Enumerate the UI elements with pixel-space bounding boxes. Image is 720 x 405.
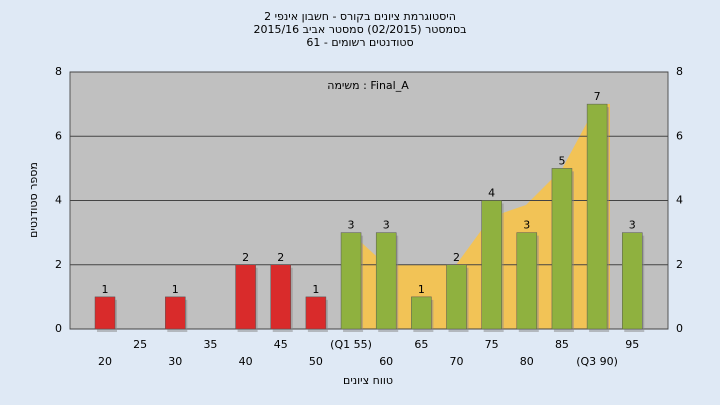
bar	[375, 232, 397, 330]
x-tick-label: (Q1 55)	[330, 338, 372, 351]
x-tick-label: 50	[309, 355, 323, 368]
y-tick-label: 0	[55, 322, 62, 335]
bar	[165, 296, 186, 330]
x-tick-label: 35	[203, 338, 217, 351]
bar	[481, 200, 502, 330]
x-tick-label: 20	[98, 355, 112, 368]
bar	[586, 103, 608, 330]
y-tick-label: 2	[55, 258, 62, 271]
data-label: 3	[383, 219, 390, 232]
bar	[270, 264, 291, 330]
data-label: 1	[312, 283, 319, 296]
data-label: 3	[523, 219, 530, 232]
data-label: 2	[453, 251, 460, 264]
bar	[622, 232, 643, 330]
x-tick-label: 75	[485, 338, 499, 351]
title-line: סטודנטים רשומים - 61	[306, 36, 413, 49]
y-tick-label: 6	[55, 129, 62, 142]
bar	[446, 264, 467, 330]
x-tick-label: 70	[450, 355, 464, 368]
data-label: 1	[418, 283, 425, 296]
x-axis-label: טווח ציונים	[343, 374, 393, 387]
y2-tick-label: 0	[676, 322, 683, 335]
bar	[411, 296, 432, 330]
x-tick-label: (Q3 90)	[576, 355, 618, 368]
data-label: 2	[242, 251, 249, 264]
x-tick-label: 30	[168, 355, 182, 368]
y-axis-label: מספר סטודנטים	[27, 162, 40, 238]
x-tick-label: 45	[274, 338, 288, 351]
bar	[340, 232, 362, 330]
data-label: 1	[102, 283, 109, 296]
distribution-area	[351, 104, 610, 329]
x-tick-label: 80	[520, 355, 534, 368]
data-label: 4	[488, 187, 495, 200]
x-tick-label: 60	[379, 355, 393, 368]
data-label: 3	[629, 219, 636, 232]
data-label: 2	[277, 251, 284, 264]
data-label: 3	[348, 219, 355, 232]
x-tick-label: 85	[555, 338, 569, 351]
data-label: 7	[594, 90, 601, 103]
x-tick-label: 95	[625, 338, 639, 351]
y2-tick-label: 4	[676, 194, 683, 207]
x-tick-label: 40	[239, 355, 253, 368]
bar	[235, 264, 256, 330]
data-label: 5	[558, 154, 565, 167]
y-tick-label: 4	[55, 194, 62, 207]
y2-tick-label: 2	[676, 258, 683, 271]
bar	[94, 296, 116, 330]
bar	[305, 296, 327, 330]
y2-tick-label: 6	[676, 129, 683, 142]
y-tick-label: 8	[55, 65, 62, 78]
bar	[516, 232, 538, 330]
data-label: 1	[172, 283, 179, 296]
x-tick-label: 65	[414, 338, 428, 351]
annotation: משימה : Final_A	[327, 79, 409, 92]
x-tick-label: 25	[133, 338, 147, 351]
title-line: היסטוגרמת ציונים בקורס - חשבון אינפי 2	[264, 10, 456, 23]
y2-tick-label: 8	[676, 65, 683, 78]
title-line: בסמסטר (02/2015) סמסטר אביב 2015/16	[253, 23, 466, 36]
bar	[551, 168, 573, 330]
